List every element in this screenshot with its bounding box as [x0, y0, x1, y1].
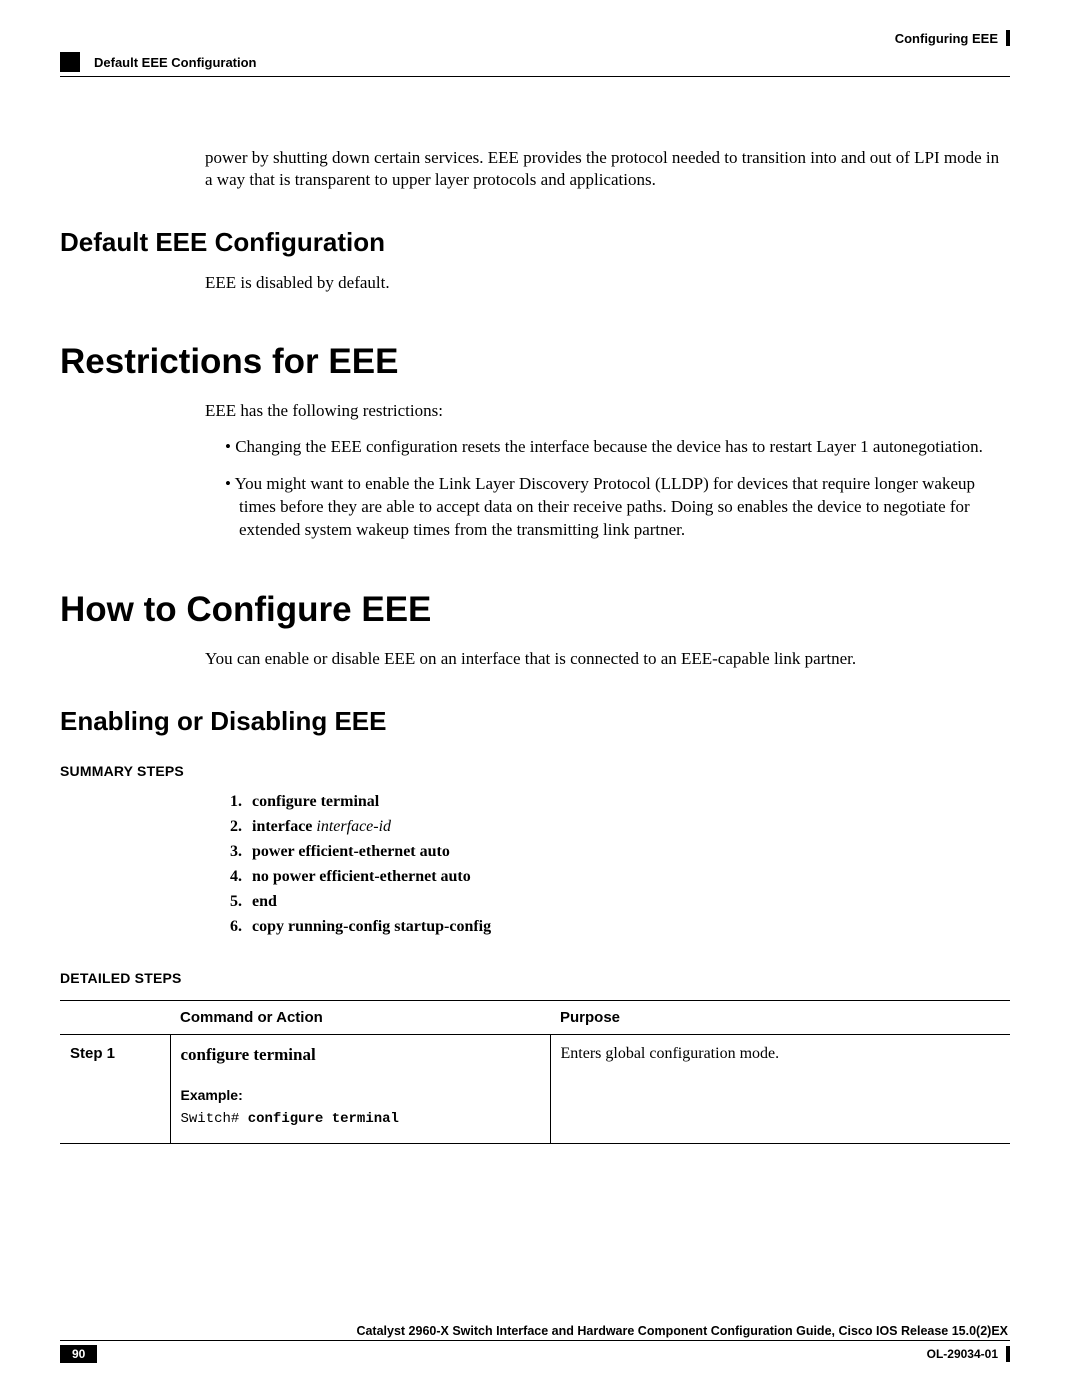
table-header-row: Command or Action Purpose	[60, 1001, 1010, 1035]
summary-steps-list: 1.configure terminal 2.interface interfa…	[230, 793, 1010, 936]
doc-id-text: OL-29034-01	[927, 1347, 998, 1361]
chapter-title: Configuring EEE	[895, 31, 998, 46]
section-title: Default EEE Configuration	[94, 55, 257, 70]
col-command: Command or Action	[170, 1001, 550, 1035]
restriction-item: You might want to enable the Link Layer …	[225, 473, 1010, 542]
footer-bar-icon	[1006, 1346, 1010, 1362]
footer-rule	[60, 1340, 1010, 1341]
command-cell: configure terminal Example: Switch# conf…	[170, 1035, 550, 1144]
summary-step: 1.configure terminal	[230, 793, 1010, 811]
col-purpose: Purpose	[550, 1001, 1010, 1035]
heading-default-eee: Default EEE Configuration	[60, 227, 1010, 258]
restrictions-list: Changing the EEE configuration resets th…	[225, 436, 1010, 542]
heading-enabling-disabling: Enabling or Disabling EEE	[60, 706, 1010, 737]
summary-step: 4.no power efficient-ethernet auto	[230, 868, 1010, 886]
restriction-item: Changing the EEE configuration resets th…	[225, 436, 1010, 459]
restrictions-intro: EEE has the following restrictions:	[205, 400, 1010, 422]
header-right: Configuring EEE	[895, 30, 1010, 46]
page-number-badge: 90	[60, 1345, 97, 1363]
summary-steps-label: SUMMARY STEPS	[60, 763, 1010, 779]
page: Configuring EEE Default EEE Configuratio…	[0, 0, 1080, 1397]
heading-how-to-configure: How to Configure EEE	[60, 590, 1010, 630]
top-header: Configuring EEE	[60, 30, 1010, 46]
summary-step: 3.power efficient-ethernet auto	[230, 843, 1010, 861]
default-eee-text: EEE is disabled by default.	[205, 272, 1010, 294]
sub-header: Default EEE Configuration	[60, 52, 1010, 77]
col-step	[60, 1001, 170, 1035]
howto-text: You can enable or disable EEE on an inte…	[205, 648, 1010, 670]
example-label: Example:	[181, 1087, 540, 1103]
detailed-steps-label: DETAILED STEPS	[60, 970, 1010, 986]
table-row: Step 1 configure terminal Example: Switc…	[60, 1035, 1010, 1144]
detailed-steps-table: Command or Action Purpose Step 1 configu…	[60, 1000, 1010, 1144]
footer-row: 90 OL-29034-01	[60, 1345, 1010, 1363]
section-marker-icon	[60, 52, 80, 72]
summary-step: 2.interface interface-id	[230, 818, 1010, 836]
intro-paragraph: power by shutting down certain services.…	[205, 147, 1010, 191]
step-number: Step 1	[60, 1035, 170, 1144]
summary-step: 6.copy running-config startup-config	[230, 918, 1010, 936]
command-text: configure terminal	[181, 1045, 540, 1065]
header-bar-icon	[1006, 30, 1010, 46]
footer-doc-title: Catalyst 2960-X Switch Interface and Har…	[60, 1324, 1010, 1338]
example-code: Switch# configure terminal	[181, 1111, 540, 1127]
purpose-cell: Enters global configuration mode.	[550, 1035, 1010, 1144]
summary-step: 5.end	[230, 893, 1010, 911]
page-footer: Catalyst 2960-X Switch Interface and Har…	[60, 1324, 1010, 1363]
doc-id: OL-29034-01	[927, 1346, 1010, 1362]
heading-restrictions: Restrictions for EEE	[60, 342, 1010, 382]
page-number: 90	[60, 1345, 97, 1363]
